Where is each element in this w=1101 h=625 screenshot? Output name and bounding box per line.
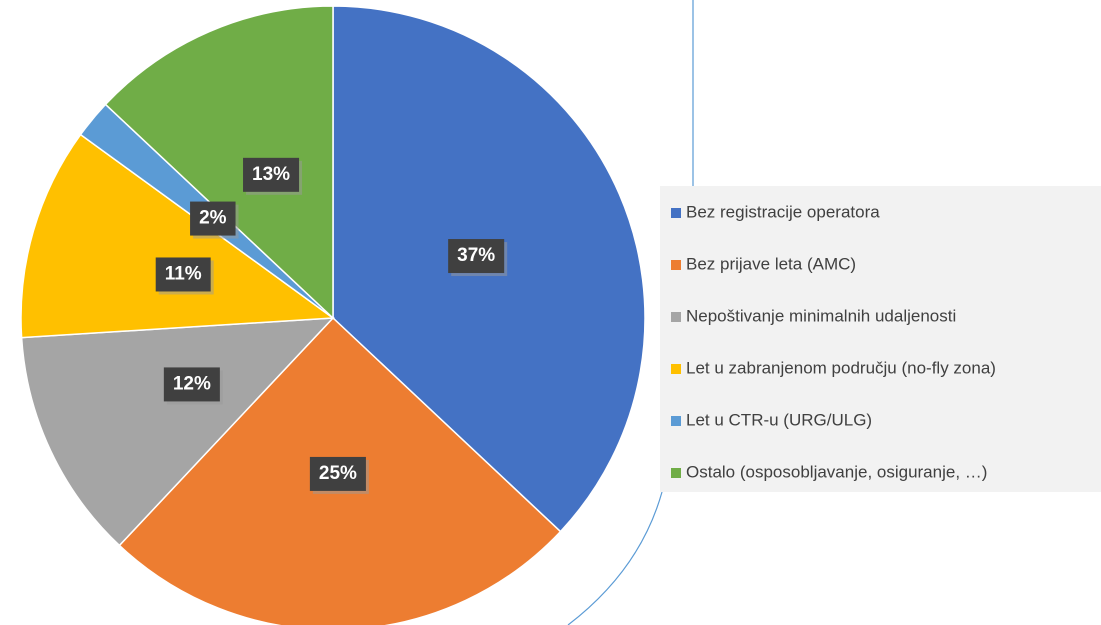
- data-label-box: [155, 257, 211, 292]
- data-labels: 37% 25% 12% 11% 2% 13%: [155, 157, 508, 494]
- legend-swatch: [671, 260, 681, 270]
- legend-swatch: [671, 468, 681, 478]
- legend-label: Let u CTR-u (URG/ULG): [686, 410, 872, 429]
- legend-swatch: [671, 364, 681, 374]
- legend-label: Let u zabranjenom području (no-fly zona): [686, 358, 996, 377]
- pie-slice: [20, 317, 335, 547]
- data-label: 12%: [173, 373, 211, 394]
- legend-label: Bez prijave leta (AMC): [686, 254, 856, 273]
- legend-label: Bez registracije operatora: [686, 202, 880, 221]
- legend-label: Ostalo (osposobljavanje, osiguranje, …): [686, 462, 987, 481]
- data-label-box: [243, 157, 300, 192]
- data-label: 25%: [319, 463, 357, 484]
- data-label-box: [190, 201, 236, 236]
- data-label-box: [163, 367, 220, 402]
- decor-arc: [567, 491, 663, 625]
- pie-slice: [104, 5, 334, 320]
- data-label: 37%: [457, 245, 495, 266]
- legend-label: Nepoštivanje minimalnih udaljenosti: [686, 306, 956, 325]
- legend-swatch: [671, 416, 681, 426]
- data-label-box: [448, 239, 505, 274]
- legend-swatch: [671, 312, 681, 322]
- pie: [20, 5, 646, 625]
- data-label: 2%: [199, 208, 227, 229]
- data-label: 11%: [165, 263, 202, 284]
- legend-box: [660, 186, 1101, 492]
- data-label: 13%: [252, 164, 290, 185]
- data-label-box: [309, 456, 366, 491]
- pie-slice: [20, 133, 336, 339]
- legend: Bez registracije operatora Bez prijave le…: [671, 202, 996, 481]
- legend-swatch: [671, 208, 681, 218]
